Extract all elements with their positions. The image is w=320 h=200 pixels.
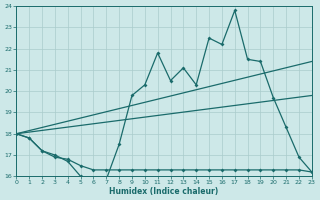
- X-axis label: Humidex (Indice chaleur): Humidex (Indice chaleur): [109, 187, 219, 196]
